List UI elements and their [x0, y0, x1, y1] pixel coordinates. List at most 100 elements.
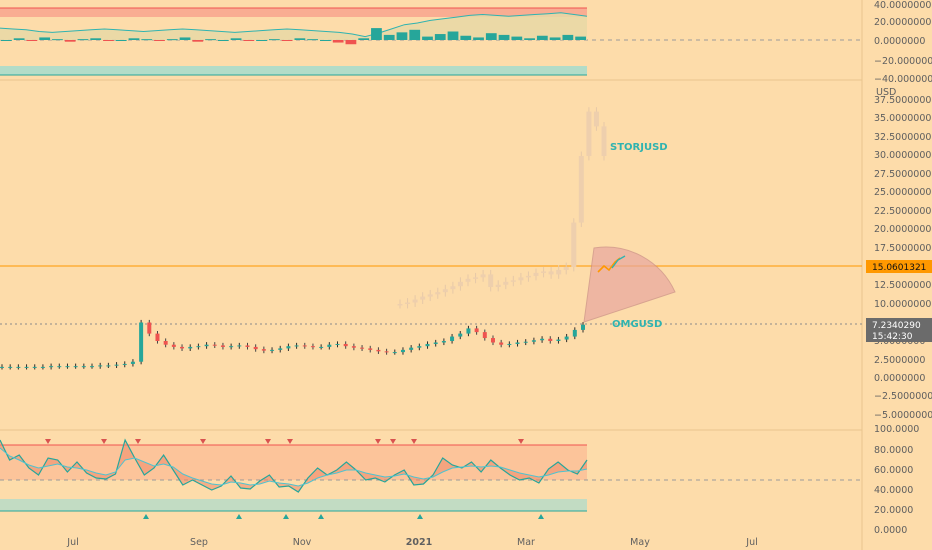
storj-bar — [435, 292, 441, 295]
histogram-bar — [358, 38, 370, 40]
omg-candle — [155, 333, 160, 341]
sell-signal-marker — [200, 439, 206, 444]
omg-candle — [556, 339, 561, 341]
top-osc-upper-band — [0, 8, 587, 17]
omg-candle — [507, 343, 512, 345]
storj-bar — [412, 299, 418, 303]
omg-candle — [253, 346, 258, 350]
histogram-bar — [434, 34, 446, 40]
sell-signal-marker — [518, 439, 524, 444]
storj-bar — [533, 272, 539, 276]
histogram-bar — [485, 33, 497, 40]
main-axis-tick: 10.0000000 — [874, 299, 931, 310]
rsi-price-scale[interactable]: 100.0000 80.0000 60.0000 40.0000 20.0000 0.00… — [874, 424, 919, 536]
omg-candle — [425, 343, 430, 347]
omg-candle — [294, 345, 299, 347]
top-axis-tick: 0.0000000 — [874, 36, 925, 47]
time-scale[interactable]: Jul Sep Nov 2021 Mar May Jul — [66, 537, 757, 548]
histogram-bar — [26, 40, 38, 41]
storj-bar — [405, 302, 411, 305]
omg-candle — [310, 346, 315, 348]
histogram-bar — [396, 32, 408, 40]
omg-candle — [278, 348, 283, 350]
top-osc-price-scale[interactable]: 40.0000000 20.0000000 0.0000000 −20.0000000… — [874, 0, 932, 85]
storj-bar — [548, 271, 554, 275]
storj-bar — [503, 281, 509, 285]
omgusd-candles — [0, 319, 585, 370]
omg-candle — [130, 361, 135, 364]
omg-candle — [196, 346, 201, 348]
main-axis-tick: 17.5000000 — [874, 243, 931, 254]
omg-candle — [270, 349, 275, 351]
time-axis-tick: Nov — [293, 537, 312, 548]
histogram-bar — [103, 40, 114, 41]
buy-signal-marker — [538, 514, 544, 519]
sell-signal-marker — [135, 439, 141, 444]
omg-candle — [499, 342, 504, 345]
main-axis-tick: 32.5000000 — [874, 132, 931, 143]
sell-signal-marker — [45, 439, 51, 444]
storj-bar — [563, 267, 569, 270]
storjusd-compare-series — [397, 107, 607, 309]
omg-candle — [180, 346, 185, 349]
histogram-bar — [498, 34, 510, 40]
time-axis-tick: Jul — [66, 537, 78, 548]
histogram-bar — [409, 29, 421, 40]
omg-candle — [163, 341, 168, 345]
rsi-axis-tick: 40.0000 — [874, 485, 913, 496]
sell-signal-marker — [375, 439, 381, 444]
omg-candle — [335, 343, 340, 345]
omg-candle — [204, 344, 209, 347]
top-oscillator-pane[interactable] — [0, 7, 862, 76]
rsi-axis-tick: 100.0000 — [874, 424, 919, 435]
omg-candle — [466, 328, 471, 334]
omg-candle — [564, 336, 569, 340]
rsi-axis-tick: 0.0000 — [874, 525, 907, 536]
buy-signal-marker — [143, 514, 149, 519]
sell-signal-marker — [265, 439, 271, 444]
histogram-bar — [371, 28, 382, 40]
omgusd-label[interactable]: OMGUSD — [612, 319, 662, 330]
rsi-axis-tick: 20.0000 — [874, 505, 913, 516]
storj-bar — [586, 111, 592, 156]
histogram-bar — [473, 37, 484, 40]
main-axis-tick: 35.0000000 — [874, 113, 931, 124]
omg-candle — [0, 366, 4, 368]
omg-candle — [417, 346, 422, 348]
omg-candle — [106, 365, 111, 367]
rsi-oscillator-pane[interactable] — [0, 438, 862, 519]
storjusd-label[interactable]: STORJUSD — [610, 142, 668, 153]
main-price-scale[interactable]: 37.5000000 35.0000000 32.5000000 30.0000000… — [874, 95, 932, 421]
main-price-pane[interactable]: STORJUSD OMGUSD — [0, 107, 862, 370]
omg-candle — [212, 344, 217, 346]
main-axis-tick: 22.5000000 — [874, 206, 931, 217]
time-axis-tick: Mar — [517, 537, 535, 548]
omg-candle — [49, 366, 54, 368]
buy-signal-marker — [236, 514, 242, 519]
storj-bar — [427, 294, 433, 297]
sell-signal-marker — [101, 439, 107, 444]
histogram-bar — [549, 37, 561, 40]
currency-label: USD — [876, 87, 896, 98]
omg-candle — [490, 338, 495, 343]
storj-bar — [442, 289, 448, 293]
histogram-bar — [128, 38, 140, 40]
main-axis-tick: 0.0000000 — [874, 373, 925, 384]
projection-fan-shape[interactable] — [583, 246, 676, 323]
rsi-band — [0, 445, 587, 480]
storj-bar — [541, 271, 547, 273]
histogram-bar — [562, 34, 574, 40]
histogram-bar — [536, 35, 548, 40]
omg-candle — [368, 348, 373, 350]
time-axis-tick: Sep — [190, 537, 208, 548]
storj-bar — [571, 222, 577, 267]
omg-candle — [229, 346, 234, 348]
projection-forecast-squiggle-2 — [611, 255, 626, 269]
sell-signal-marker — [411, 439, 417, 444]
histogram-bar — [1, 40, 12, 41]
histogram-bar — [268, 39, 280, 41]
omg-candle — [482, 332, 487, 339]
omg-candle — [171, 344, 176, 347]
top-axis-tick: −40.0000000 — [874, 74, 932, 85]
